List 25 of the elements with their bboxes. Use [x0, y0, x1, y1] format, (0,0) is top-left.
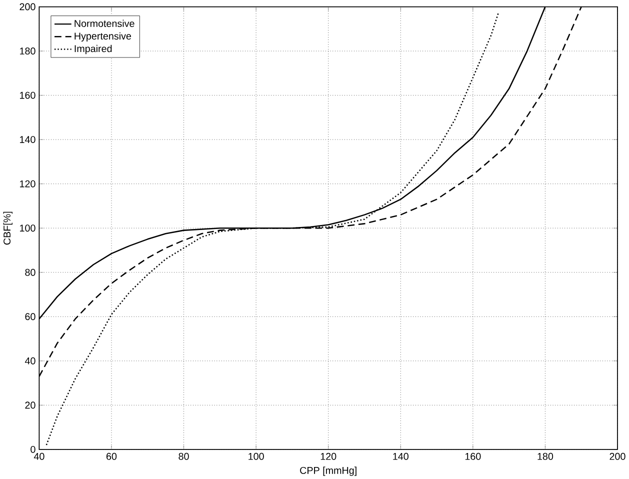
y-tick-label: 100: [20, 224, 36, 232]
legend-label: Normotensive: [74, 20, 134, 27]
y-tick-label: 200: [20, 3, 36, 10]
x-tick-label: 160: [465, 452, 481, 460]
y-axis-title: CBF[%]: [3, 212, 12, 245]
y-tick-label: 120: [20, 180, 36, 188]
legend-label: Impaired: [74, 44, 112, 54]
y-tick-label: 180: [20, 47, 36, 54]
y-tick-label: 0: [30, 446, 36, 453]
x-tick-label: 100: [248, 452, 264, 460]
y-tick-label: 20: [25, 402, 36, 409]
x-tick-label: 140: [393, 452, 408, 460]
y-tick-label: 80: [25, 268, 36, 276]
x-tick-label: 60: [106, 452, 117, 460]
y-tick-label: 40: [24, 357, 36, 364]
x-tick-label: 80: [178, 452, 189, 460]
y-tick-label: 140: [20, 136, 36, 143]
y-tick-label: 60: [25, 313, 36, 320]
x-axis-title: CPP [mmHg]: [300, 466, 356, 476]
legend-label: Hypertensive: [74, 32, 132, 42]
x-tick-label: 180: [538, 452, 554, 460]
x-tick-label: 200: [610, 452, 626, 460]
y-tick-label: 160: [20, 92, 36, 99]
x-tick-label: 40: [34, 452, 44, 460]
x-tick-label: 120: [320, 452, 336, 460]
